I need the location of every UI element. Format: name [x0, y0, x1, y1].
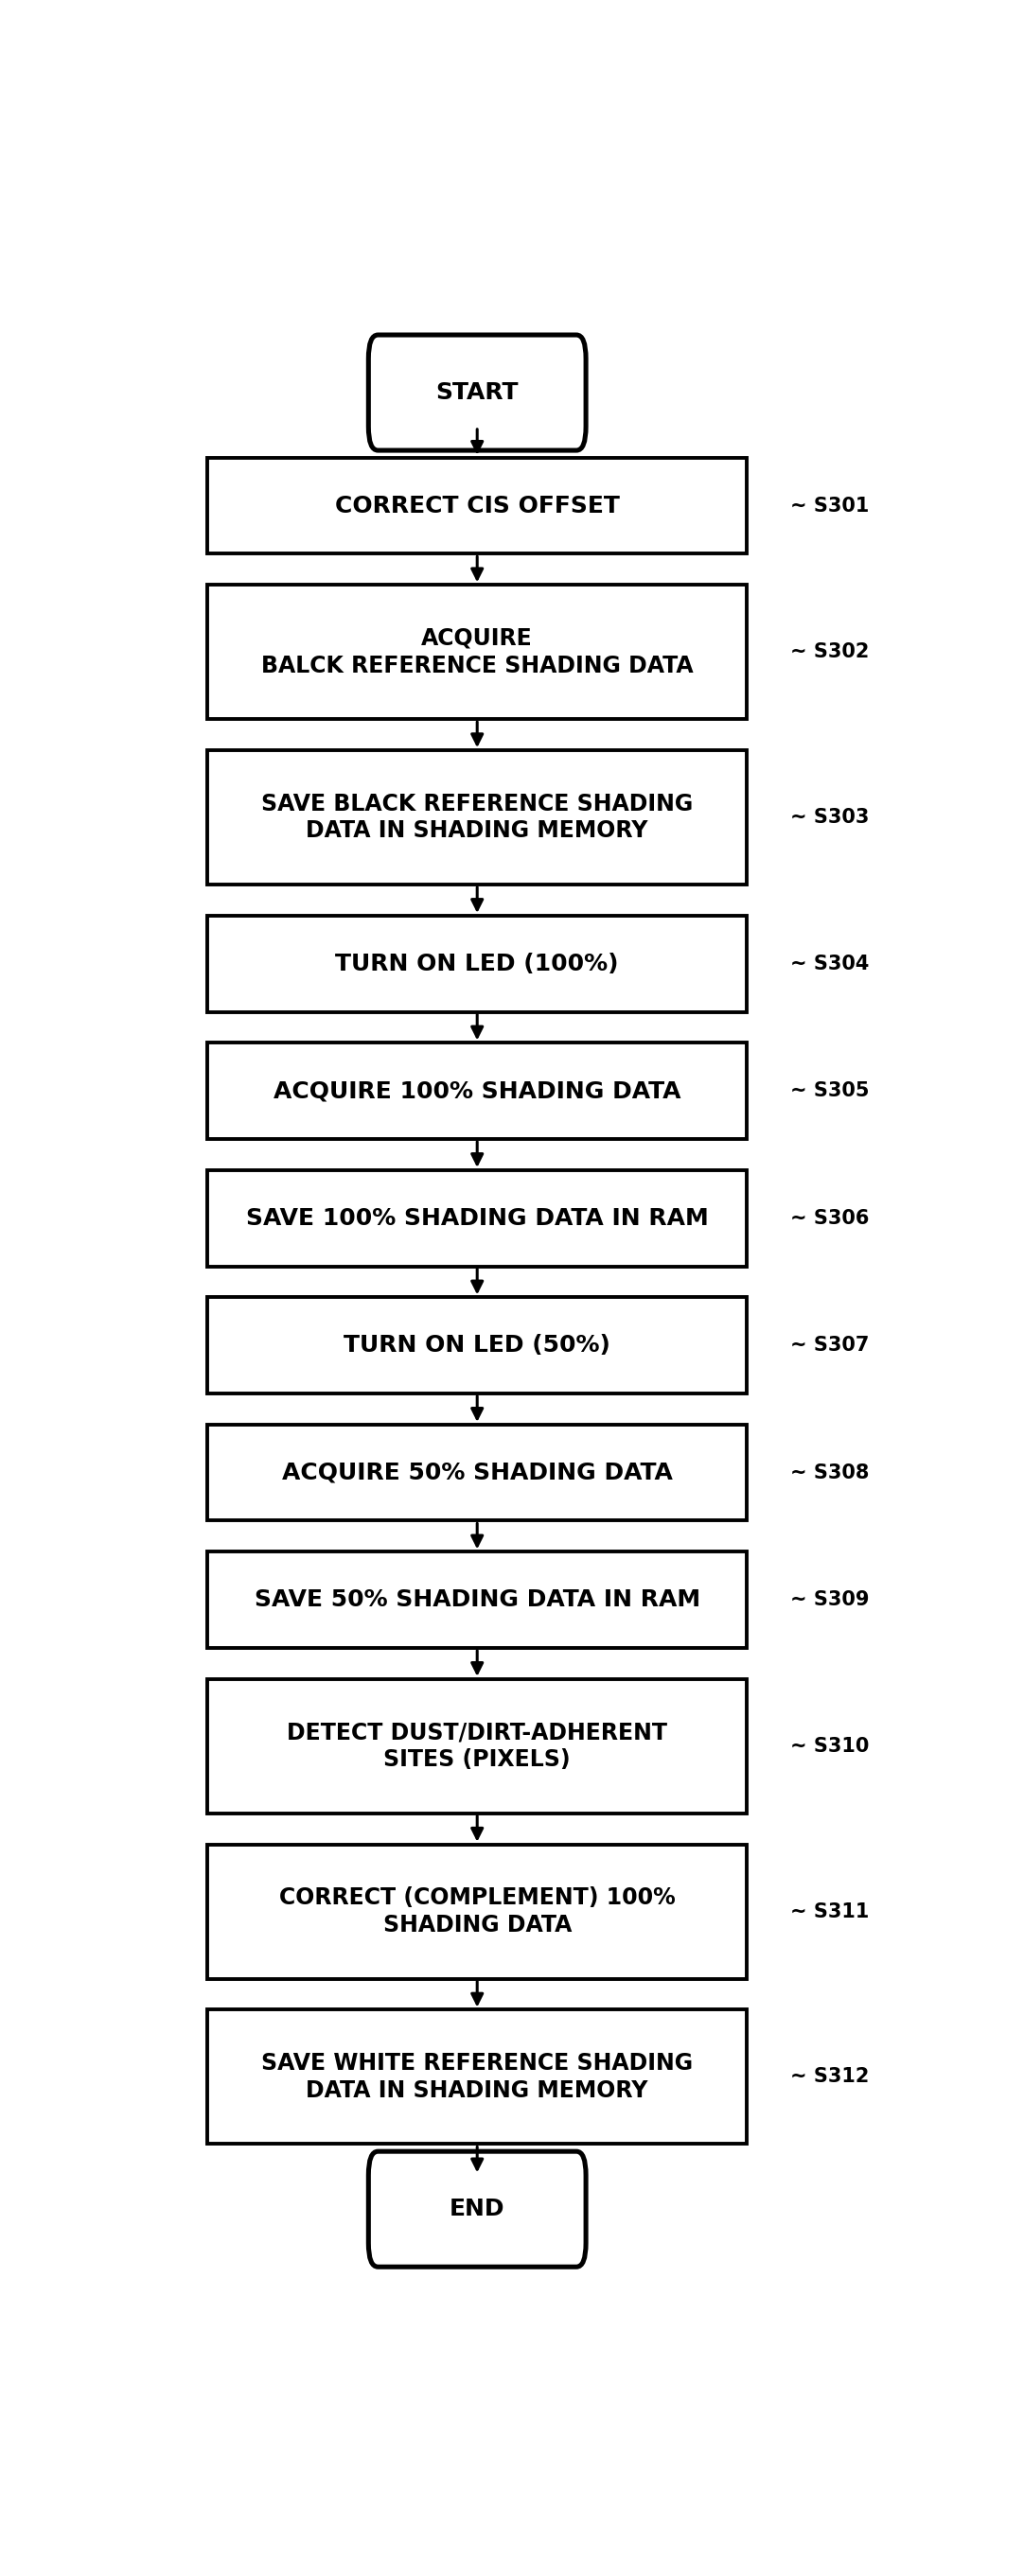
Text: CORRECT CIS OFFSET: CORRECT CIS OFFSET: [335, 495, 620, 518]
Bar: [207, 1551, 748, 1649]
Bar: [207, 1170, 748, 1267]
Text: CORRECT (COMPLEMENT) 100%
SHADING DATA: CORRECT (COMPLEMENT) 100% SHADING DATA: [279, 1886, 676, 1937]
Text: ~ S307: ~ S307: [791, 1337, 869, 1355]
Text: ~ S311: ~ S311: [791, 1901, 869, 1922]
Bar: [207, 585, 748, 719]
Bar: [207, 1043, 748, 1139]
Text: ~ S310: ~ S310: [791, 1736, 869, 1757]
Text: TURN ON LED (50%): TURN ON LED (50%): [344, 1334, 610, 1358]
Text: ~ S305: ~ S305: [791, 1082, 869, 1100]
Bar: [207, 750, 748, 884]
Bar: [207, 1844, 748, 1978]
Bar: [207, 1680, 748, 1814]
Text: ACQUIRE 100% SHADING DATA: ACQUIRE 100% SHADING DATA: [273, 1079, 681, 1103]
Bar: [207, 1298, 748, 1394]
Text: DETECT DUST/DIRT-ADHERENT
SITES (PIXELS): DETECT DUST/DIRT-ADHERENT SITES (PIXELS): [287, 1721, 668, 1772]
Bar: [207, 914, 748, 1012]
Text: ~ S301: ~ S301: [791, 497, 869, 515]
Text: END: END: [450, 2197, 505, 2221]
Text: ~ S309: ~ S309: [791, 1589, 869, 1610]
Text: SAVE WHITE REFERENCE SHADING
DATA IN SHADING MEMORY: SAVE WHITE REFERENCE SHADING DATA IN SHA…: [261, 2053, 693, 2102]
Text: ~ S306: ~ S306: [791, 1208, 869, 1229]
Text: ~ S302: ~ S302: [791, 641, 869, 662]
Bar: [207, 459, 748, 554]
Text: ~ S312: ~ S312: [791, 2069, 869, 2087]
Text: ACQUIRE 50% SHADING DATA: ACQUIRE 50% SHADING DATA: [282, 1461, 673, 1484]
FancyBboxPatch shape: [369, 2151, 586, 2267]
Bar: [207, 1425, 748, 1520]
Text: ACQUIRE
BALCK REFERENCE SHADING DATA: ACQUIRE BALCK REFERENCE SHADING DATA: [261, 626, 693, 677]
Text: ~ S303: ~ S303: [791, 809, 869, 827]
Text: ~ S308: ~ S308: [791, 1463, 869, 1481]
Text: SAVE BLACK REFERENCE SHADING
DATA IN SHADING MEMORY: SAVE BLACK REFERENCE SHADING DATA IN SHA…: [261, 793, 693, 842]
Bar: [207, 2009, 748, 2143]
Text: TURN ON LED (100%): TURN ON LED (100%): [336, 953, 618, 976]
FancyBboxPatch shape: [369, 335, 586, 451]
Text: SAVE 100% SHADING DATA IN RAM: SAVE 100% SHADING DATA IN RAM: [246, 1206, 709, 1229]
Text: ~ S304: ~ S304: [791, 953, 869, 974]
Text: SAVE 50% SHADING DATA IN RAM: SAVE 50% SHADING DATA IN RAM: [254, 1589, 700, 1610]
Text: START: START: [436, 381, 518, 404]
